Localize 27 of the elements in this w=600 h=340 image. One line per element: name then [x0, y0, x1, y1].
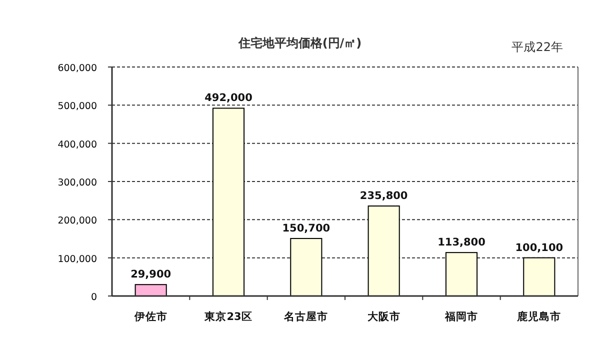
bar — [368, 206, 400, 296]
data-label: 29,900 — [130, 268, 172, 281]
x-tick-label: 大阪市 — [367, 310, 400, 323]
x-tick-label: 福岡市 — [444, 310, 478, 323]
x-tick-label: 東京23区 — [204, 310, 252, 323]
y-tick-label: 400,000 — [58, 139, 97, 150]
chart-title: 住宅地平均価格(円/㎡) — [237, 36, 362, 50]
chart-subtitle: 平成22年 — [512, 40, 563, 54]
bar — [290, 238, 322, 296]
data-label: 113,800 — [438, 236, 486, 249]
x-tick-label: 伊佐市 — [133, 310, 168, 323]
bar — [445, 252, 478, 296]
bar — [523, 257, 556, 296]
data-label: 100,100 — [515, 242, 564, 254]
bar — [134, 284, 167, 296]
y-tick-label: 200,000 — [58, 216, 97, 227]
bar — [212, 108, 245, 296]
y-tick-label: 100,000 — [58, 254, 97, 265]
y-tick-label: 300,000 — [58, 178, 97, 188]
data-label: 492,000 — [204, 92, 252, 104]
y-tick-label: 0 — [90, 292, 97, 303]
x-tick-label: 鹿児島市 — [516, 310, 562, 323]
x-tick-label: 名古屋市 — [283, 310, 328, 323]
y-tick-label: 600,000 — [58, 63, 97, 74]
y-tick-label: 500,000 — [58, 101, 97, 112]
data-label: 235,800 — [360, 190, 408, 202]
data-label: 150,700 — [282, 222, 330, 234]
